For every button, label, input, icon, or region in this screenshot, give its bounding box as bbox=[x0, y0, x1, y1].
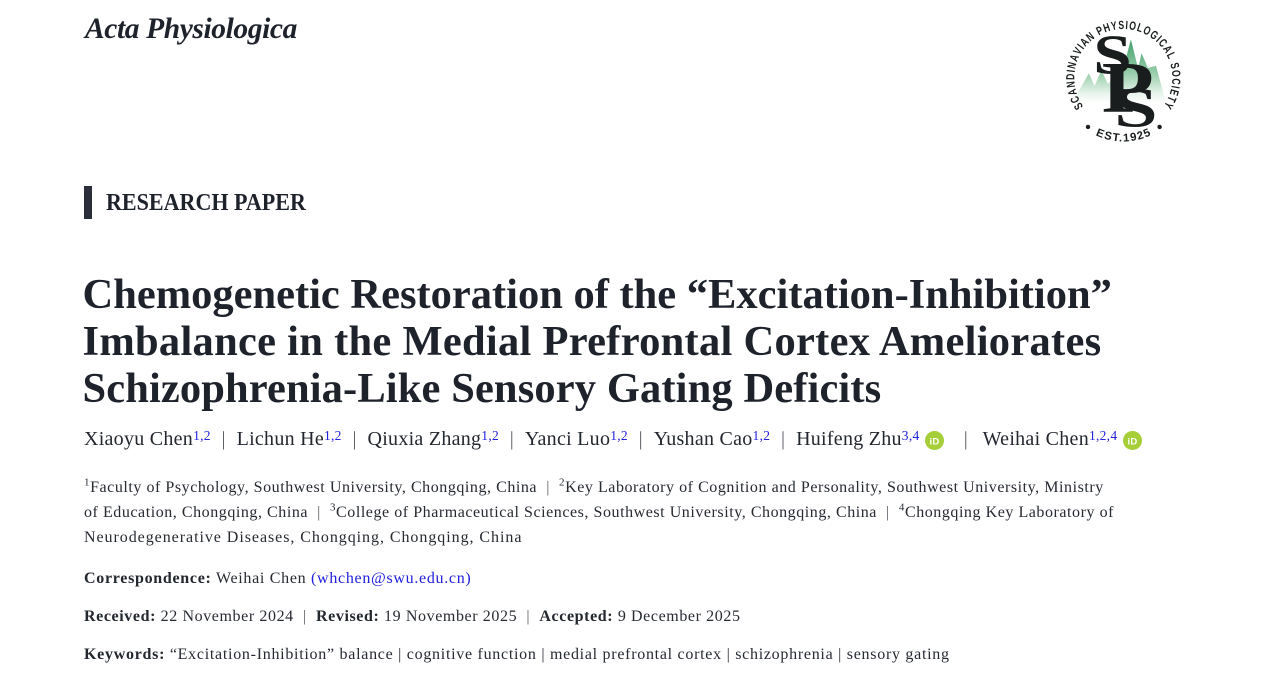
svg-text:O: O bbox=[1128, 20, 1137, 34]
svg-text:O: O bbox=[1168, 70, 1181, 78]
svg-text:L: L bbox=[1135, 22, 1145, 36]
svg-text:C: C bbox=[1069, 93, 1083, 104]
svg-text:S: S bbox=[1118, 20, 1124, 33]
svg-text:N: N bbox=[1065, 81, 1078, 89]
svg-text:T: T bbox=[1164, 94, 1178, 104]
svg-text:iD: iD bbox=[1127, 436, 1137, 447]
svg-text:Y: Y bbox=[1161, 99, 1175, 111]
svg-text:C: C bbox=[1169, 78, 1182, 85]
svg-text:H: H bbox=[1102, 22, 1112, 36]
svg-text:P: P bbox=[1095, 25, 1106, 39]
svg-text:A: A bbox=[1068, 53, 1082, 64]
svg-text:L: L bbox=[1163, 51, 1177, 62]
svg-text:E: E bbox=[1166, 88, 1180, 97]
svg-text:I: I bbox=[1153, 34, 1163, 45]
svg-text:S: S bbox=[1093, 24, 1131, 86]
svg-text:O: O bbox=[1141, 25, 1153, 39]
svg-text:Y: Y bbox=[1110, 20, 1118, 33]
svg-text:EST.1925: EST.1925 bbox=[1094, 126, 1153, 144]
svg-text:N: N bbox=[1066, 61, 1080, 70]
svg-text:iD: iD bbox=[929, 436, 939, 447]
svg-text:S: S bbox=[1167, 62, 1181, 71]
svg-text:I: I bbox=[1066, 69, 1079, 73]
svg-text:A: A bbox=[1066, 87, 1080, 97]
svg-text:I: I bbox=[1125, 20, 1128, 33]
svg-text:D: D bbox=[1065, 73, 1078, 80]
svg-text:V: V bbox=[1072, 46, 1086, 57]
svg-text:S: S bbox=[1073, 100, 1087, 112]
svg-text:S: S bbox=[1114, 77, 1157, 139]
svg-text:I: I bbox=[1168, 85, 1181, 90]
svg-text:P: P bbox=[1102, 47, 1154, 128]
svg-text:I: I bbox=[1076, 42, 1088, 51]
